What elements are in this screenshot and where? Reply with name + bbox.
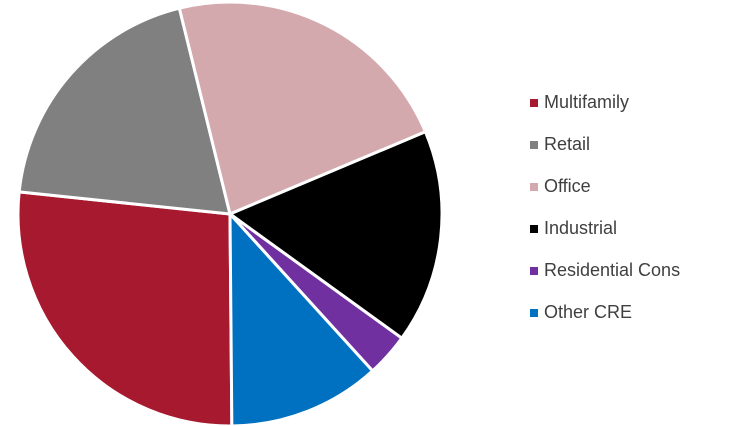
legend-label: Multifamily [544, 92, 629, 112]
legend-swatch [530, 309, 538, 317]
legend-label: Other CRE [544, 302, 632, 322]
legend-swatch [530, 183, 538, 191]
pie-slice [228, 130, 444, 340]
pie-slice [17, 6, 232, 216]
legend-label: Office [544, 176, 591, 196]
pie-slice [16, 190, 234, 426]
legend-swatch [530, 99, 538, 107]
legend-swatch [530, 225, 538, 233]
legend-swatch [530, 267, 538, 275]
legend-label: Retail [544, 134, 590, 154]
pie-slice [177, 0, 427, 216]
legend-label: Industrial [544, 218, 617, 238]
legend-swatch [530, 141, 538, 149]
legend-label: Residential Cons [544, 260, 680, 280]
